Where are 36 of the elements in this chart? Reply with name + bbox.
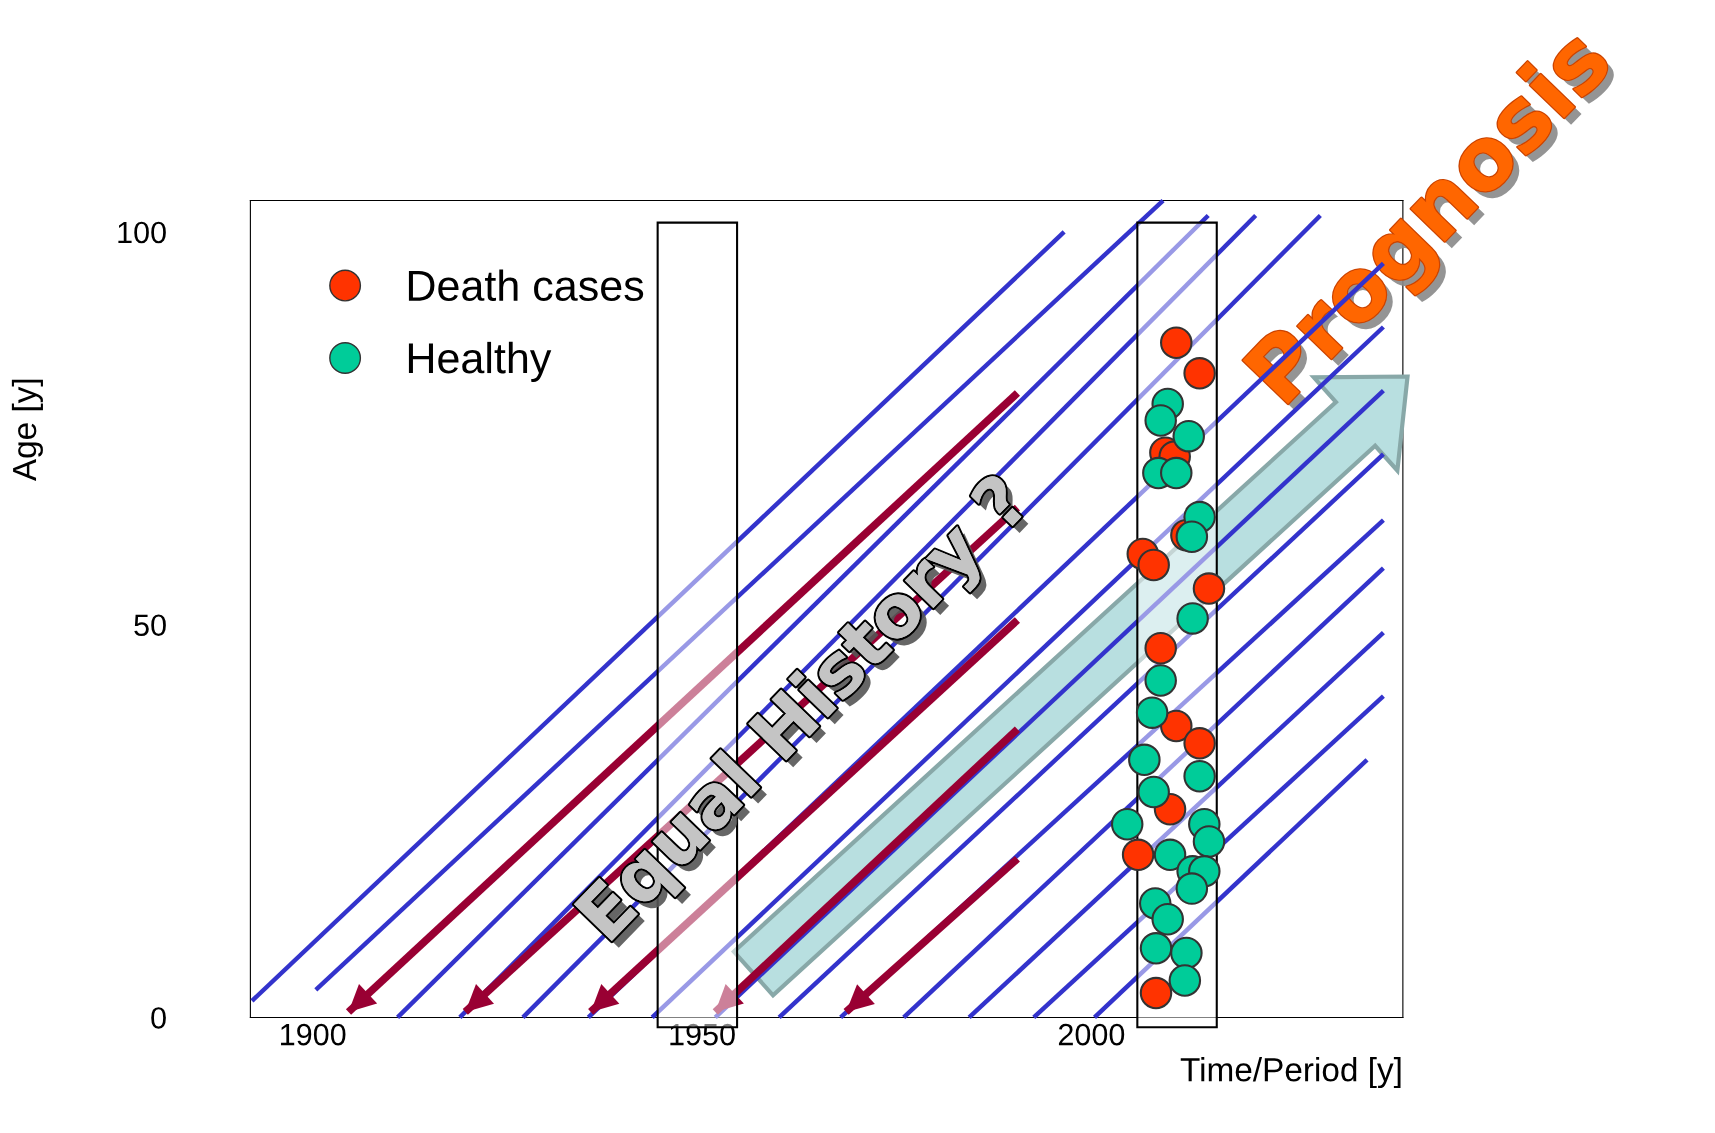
y-axis-title: Age [y] bbox=[11, 379, 43, 482]
point bbox=[1110, 807, 1144, 841]
point bbox=[1192, 572, 1226, 605]
point bbox=[1137, 548, 1170, 582]
x-tick-label: 1950 bbox=[670, 1023, 735, 1046]
x-tick-label: 2000 bbox=[1058, 1023, 1125, 1046]
point bbox=[1183, 760, 1216, 793]
point bbox=[1172, 419, 1205, 453]
point bbox=[1192, 825, 1226, 858]
y-tick-label: 50 bbox=[134, 614, 166, 637]
legend-label: Healthy bbox=[408, 341, 552, 382]
point bbox=[1168, 964, 1202, 997]
x-axis-title: Time/Period [y] bbox=[1180, 1057, 1401, 1089]
y-tick-label: 0 bbox=[151, 1007, 166, 1029]
point bbox=[1121, 838, 1155, 872]
point bbox=[1175, 872, 1209, 905]
point bbox=[1137, 775, 1170, 809]
point bbox=[1160, 326, 1193, 359]
point bbox=[1176, 602, 1209, 635]
point bbox=[1139, 976, 1173, 1010]
point bbox=[1135, 696, 1169, 729]
legend-label: Death cases bbox=[408, 269, 644, 302]
point bbox=[1139, 932, 1173, 965]
point bbox=[1175, 520, 1209, 553]
point bbox=[1153, 838, 1187, 872]
point bbox=[1160, 456, 1193, 490]
y-tick-label: 100 bbox=[118, 221, 166, 244]
point bbox=[1151, 903, 1184, 936]
point bbox=[1170, 936, 1203, 970]
x-tick-label: 1900 bbox=[281, 1023, 346, 1046]
point bbox=[1183, 357, 1216, 390]
point bbox=[1128, 743, 1161, 777]
point bbox=[1144, 664, 1177, 697]
point bbox=[1144, 632, 1177, 665]
point bbox=[1183, 727, 1216, 760]
point bbox=[1144, 404, 1177, 437]
